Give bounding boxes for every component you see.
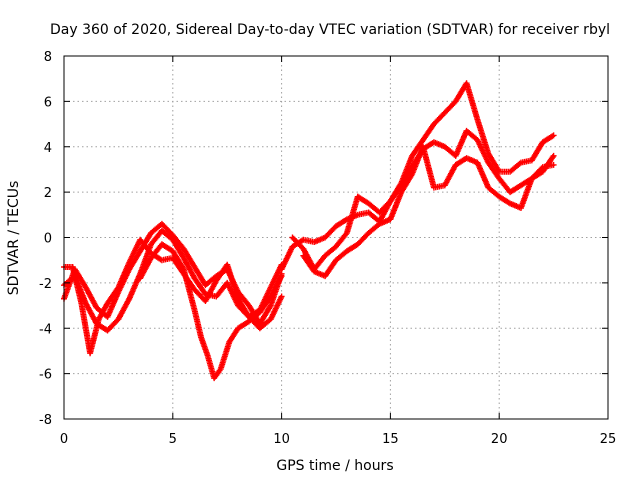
data-point [278, 273, 285, 280]
x-tick-label: 10 [273, 432, 290, 447]
y-tick-label: 6 [44, 95, 52, 110]
y-tick-label: 4 [44, 141, 52, 156]
x-axis-label: GPS time / hours [276, 458, 393, 474]
x-tick-label: 15 [382, 432, 399, 447]
y-tick-label: 2 [44, 186, 52, 201]
y-tick-label: 8 [44, 50, 52, 65]
y-tick-label: -2 [39, 277, 52, 292]
series-track-5 [278, 80, 557, 273]
y-axis-label: SDTVAR / TECUs [6, 181, 22, 296]
data-point [550, 152, 557, 159]
y-tick-label: 0 [44, 232, 52, 247]
x-tick-label: 25 [600, 432, 617, 447]
y-tick-label: -8 [39, 413, 52, 428]
data-point [550, 132, 557, 139]
series-track-7 [300, 143, 557, 280]
data-points [61, 80, 557, 382]
data-point [278, 293, 285, 300]
x-tick-label: 0 [60, 432, 68, 447]
x-tick-label: 5 [169, 432, 177, 447]
series-track-1 [61, 220, 285, 327]
data-point [550, 161, 557, 168]
x-tick-label: 20 [491, 432, 508, 447]
series-track-4 [137, 241, 285, 382]
chart-title: Day 360 of 2020, Sidereal Day-to-day VTE… [50, 22, 610, 38]
y-tick-label: -6 [39, 368, 52, 383]
y-tick-label: -4 [39, 322, 52, 337]
axis-ticks: 0 5 10 15 20 25 -8 -6 -4 -2 0 2 4 6 8 [39, 50, 616, 447]
